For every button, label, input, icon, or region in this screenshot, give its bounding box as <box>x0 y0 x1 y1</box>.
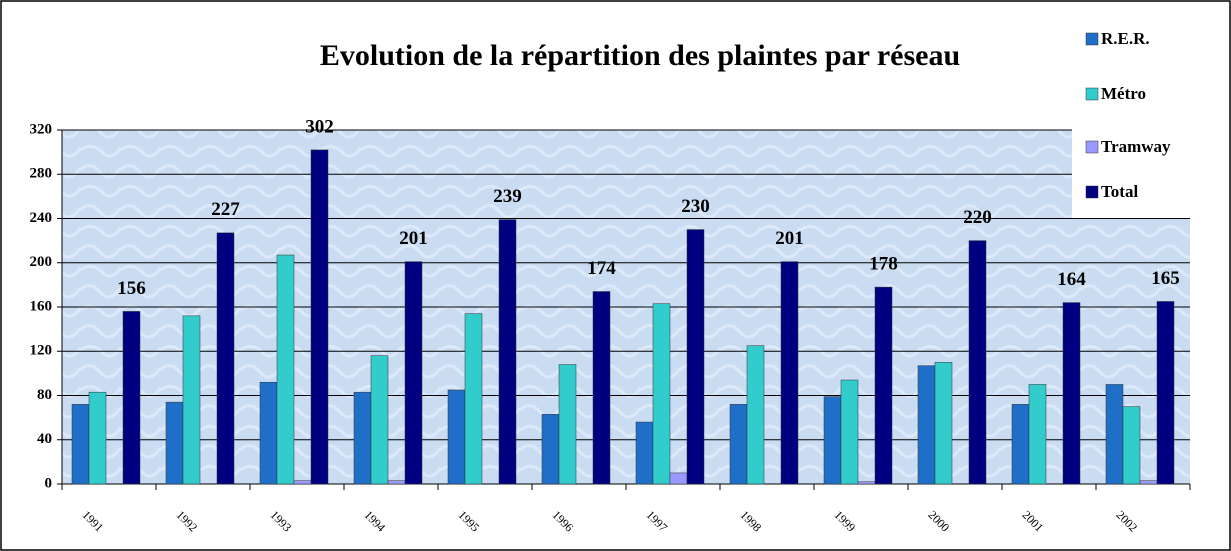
bar <box>370 355 389 485</box>
value-label: 220 <box>963 207 992 228</box>
value-label: 156 <box>117 278 146 299</box>
bar <box>1062 302 1081 485</box>
bar <box>592 291 611 485</box>
bar <box>464 313 483 485</box>
legend-swatch <box>1085 32 1099 46</box>
value-label: 230 <box>681 196 710 217</box>
bar <box>669 472 688 485</box>
value-label: 302 <box>305 116 334 137</box>
legend-swatch <box>1085 87 1099 101</box>
bar <box>122 311 141 485</box>
bar <box>652 303 671 485</box>
bar <box>840 379 859 485</box>
legend-label: Métro <box>1101 84 1146 103</box>
y-tick-label: 80 <box>37 387 52 403</box>
y-tick-label: 0 <box>45 475 53 491</box>
bar <box>71 404 90 485</box>
y-tick-label: 280 <box>30 166 53 182</box>
chart-title: Evolution de la répartition des plaintes… <box>320 39 960 72</box>
bar <box>293 480 312 485</box>
bar <box>259 381 278 485</box>
bar <box>541 414 560 485</box>
bar <box>558 364 577 485</box>
value-label: 178 <box>869 253 898 274</box>
bar <box>353 391 372 485</box>
legend-swatch <box>1085 140 1099 154</box>
bar <box>447 389 466 485</box>
bar <box>729 404 748 485</box>
y-tick-label: 160 <box>30 298 53 314</box>
y-tick-label: 320 <box>30 121 53 137</box>
bar <box>1122 406 1141 485</box>
bar <box>1156 301 1175 485</box>
y-tick-label: 120 <box>30 343 53 359</box>
legend-label: Total <box>1101 182 1138 201</box>
value-label: 201 <box>399 228 428 249</box>
value-label: 239 <box>493 186 522 207</box>
value-label: 164 <box>1057 269 1086 290</box>
y-tick-label: 240 <box>30 210 53 226</box>
bar <box>404 261 423 485</box>
bar <box>310 149 329 485</box>
bar <box>968 240 987 485</box>
value-label: 227 <box>211 199 240 220</box>
bar <box>216 232 235 485</box>
bar <box>1011 404 1030 485</box>
bar <box>165 401 184 485</box>
bar <box>1028 384 1047 485</box>
value-label: 165 <box>1151 268 1180 289</box>
bar <box>1105 384 1124 485</box>
y-tick-label: 200 <box>30 254 53 270</box>
bar <box>746 345 765 485</box>
y-tick-label: 40 <box>37 431 52 447</box>
bar <box>823 396 842 485</box>
bar <box>686 229 705 485</box>
bar <box>917 365 936 485</box>
legend-label: R.E.R. <box>1101 29 1150 48</box>
bar <box>934 362 953 485</box>
bar <box>387 480 406 485</box>
bar <box>1139 480 1158 485</box>
value-label: 174 <box>587 258 616 279</box>
value-label: 201 <box>775 228 804 249</box>
bar <box>276 254 295 485</box>
bar <box>498 219 517 485</box>
legend-swatch <box>1085 185 1099 199</box>
legend-label: Tramway <box>1101 137 1171 156</box>
bar <box>857 481 876 485</box>
bar <box>182 315 201 485</box>
bar <box>874 286 893 485</box>
bar <box>635 421 654 485</box>
bar <box>88 391 107 485</box>
bar <box>780 261 799 485</box>
